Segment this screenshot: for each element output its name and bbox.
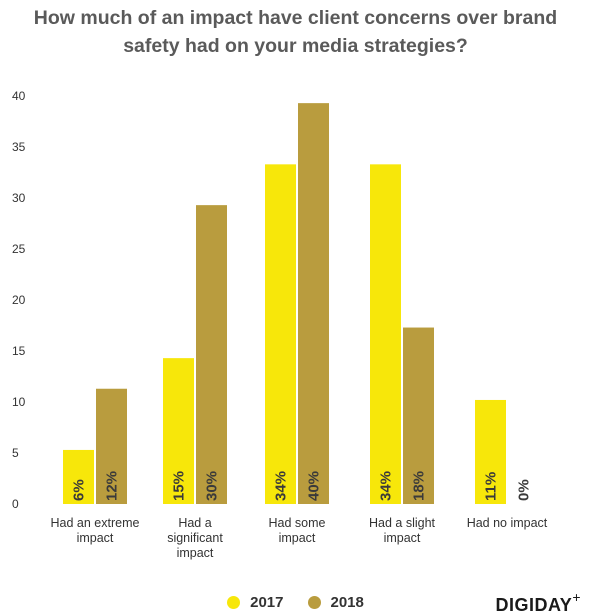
bar-2018-3 bbox=[403, 327, 434, 504]
y-tick-label: 25 bbox=[12, 242, 26, 256]
data-label-2017-3: 34% bbox=[378, 471, 395, 501]
y-tick-label: 15 bbox=[12, 344, 26, 358]
brand-name: DIGIDAY bbox=[495, 595, 573, 615]
data-label-2017-4: 11% bbox=[483, 472, 500, 501]
data-label-2018-2: 40% bbox=[306, 471, 323, 501]
bars bbox=[63, 103, 506, 504]
bar-chart: 0 5 10 15 20 25 30 35 40 6% 15% 34% 34% 11% 12% 30% 40%… bbox=[12, 89, 548, 560]
data-label-2017-1: 15% bbox=[171, 471, 188, 501]
bar-2018-0 bbox=[96, 388, 127, 504]
legend-label-2018: 2018 bbox=[330, 593, 364, 611]
x-category-label: Had a slight impact bbox=[369, 516, 436, 545]
legend-item-2018: 2018 bbox=[307, 593, 364, 611]
y-axis: 0 5 10 15 20 25 30 35 40 bbox=[12, 89, 26, 511]
x-category-label: Had some impact bbox=[269, 516, 326, 545]
legend-swatch-2017 bbox=[227, 595, 241, 609]
data-label-2018-1: 30% bbox=[204, 471, 221, 501]
data-label-2017-2: 34% bbox=[273, 471, 290, 501]
y-tick-label: 35 bbox=[12, 140, 26, 154]
y-tick-label: 20 bbox=[12, 293, 26, 307]
data-label-2018-0: 12% bbox=[104, 471, 121, 501]
chart-title-line-2: safety had on your media strategies? bbox=[123, 35, 468, 57]
chart-title: How much of an impact have client concer… bbox=[0, 4, 591, 60]
y-tick-label: 40 bbox=[12, 89, 26, 103]
y-tick-label: 5 bbox=[12, 446, 19, 460]
bar-2017-0 bbox=[63, 449, 94, 504]
data-label-2018-4: 0% bbox=[516, 479, 533, 501]
bar-2018-1 bbox=[196, 205, 227, 504]
digiday-logo: DIGIDAY+ bbox=[495, 589, 581, 616]
x-axis: Had an extreme impact Had a significant impa… bbox=[51, 516, 548, 560]
data-label-2018-3: 18% bbox=[411, 471, 428, 501]
bar-2018-2 bbox=[298, 103, 329, 504]
legend-label-2017: 2017 bbox=[250, 593, 284, 611]
legend-swatch-2018 bbox=[307, 595, 321, 609]
y-tick-label: 0 bbox=[12, 497, 19, 511]
x-category-label: Had an extreme impact bbox=[51, 516, 140, 545]
legend: 2017 2018 bbox=[0, 591, 591, 613]
legend-item-2017: 2017 bbox=[227, 593, 284, 611]
data-label-2017-0: 6% bbox=[71, 479, 88, 501]
x-category-label: Had a significant impact bbox=[167, 516, 223, 560]
bar-2017-4 bbox=[475, 399, 506, 504]
y-tick-label: 10 bbox=[12, 395, 26, 409]
bar-2017-2 bbox=[265, 164, 296, 504]
x-category-label: Had no impact bbox=[467, 516, 548, 530]
bar-2017-1 bbox=[163, 358, 194, 504]
chart-title-line-1: How much of an impact have client concer… bbox=[33, 7, 558, 29]
bar-2017-3 bbox=[370, 164, 401, 504]
brand-mark: + bbox=[572, 589, 581, 605]
data-labels: 6% 15% 34% 34% 11% 12% 30% 40% 18% 0% bbox=[71, 471, 533, 501]
y-tick-label: 30 bbox=[12, 191, 26, 205]
